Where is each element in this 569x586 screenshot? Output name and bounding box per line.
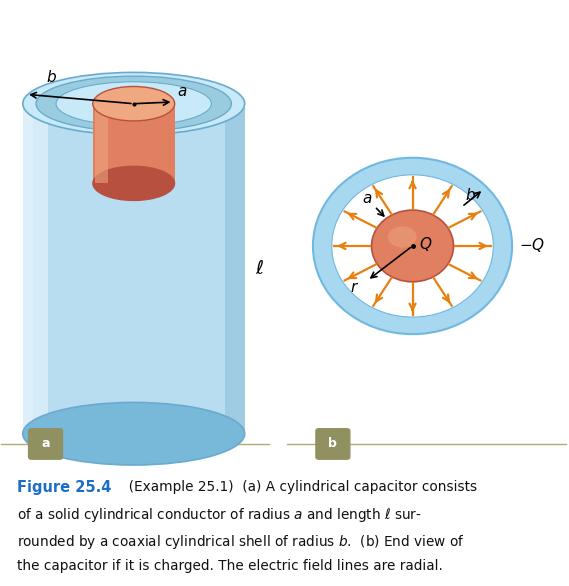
FancyBboxPatch shape [93, 104, 175, 183]
Text: the capacitor if it is charged. The electric field lines are radial.: the capacitor if it is charged. The elec… [17, 558, 443, 573]
Ellipse shape [56, 82, 212, 125]
Text: $-Q$: $-Q$ [519, 236, 545, 254]
FancyBboxPatch shape [23, 104, 33, 434]
Ellipse shape [372, 210, 453, 282]
FancyBboxPatch shape [28, 428, 63, 460]
Ellipse shape [388, 226, 417, 248]
FancyBboxPatch shape [225, 104, 245, 434]
Text: Figure 25.4: Figure 25.4 [17, 481, 112, 495]
Text: $b$: $b$ [465, 187, 476, 203]
FancyBboxPatch shape [23, 104, 245, 434]
Text: $\ell$: $\ell$ [255, 259, 264, 278]
Text: a: a [42, 438, 50, 451]
Text: $b$: $b$ [46, 69, 57, 85]
Text: $a$: $a$ [177, 84, 187, 99]
Ellipse shape [93, 87, 175, 121]
Text: $Q$: $Q$ [419, 235, 433, 253]
Ellipse shape [36, 76, 232, 131]
FancyBboxPatch shape [23, 104, 48, 434]
Text: $a$: $a$ [362, 192, 372, 206]
Ellipse shape [93, 166, 175, 200]
FancyBboxPatch shape [315, 428, 351, 460]
Text: of a solid cylindrical conductor of radius $a$ and length $\ell$ sur-: of a solid cylindrical conductor of radi… [17, 506, 422, 524]
FancyBboxPatch shape [95, 104, 108, 183]
Ellipse shape [313, 158, 512, 334]
Ellipse shape [23, 403, 245, 465]
Ellipse shape [332, 175, 493, 317]
Ellipse shape [23, 73, 245, 135]
Text: rounded by a coaxial cylindrical shell of radius $b$.  (b) End view of: rounded by a coaxial cylindrical shell o… [17, 533, 465, 551]
Text: $r$: $r$ [350, 280, 359, 295]
Text: (Example 25.1)  (a) A cylindrical capacitor consists: (Example 25.1) (a) A cylindrical capacit… [120, 481, 477, 494]
Text: b: b [328, 438, 337, 451]
